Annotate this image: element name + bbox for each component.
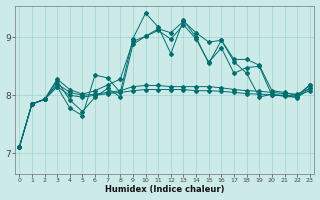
X-axis label: Humidex (Indice chaleur): Humidex (Indice chaleur) bbox=[105, 185, 224, 194]
